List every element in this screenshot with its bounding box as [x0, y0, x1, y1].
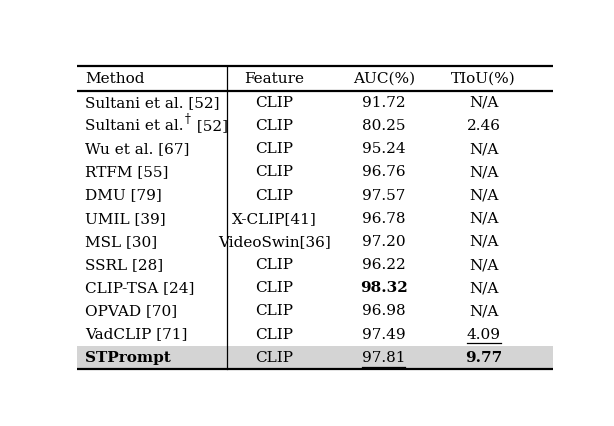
- Text: TIoU(%): TIoU(%): [451, 72, 516, 86]
- Text: CLIP: CLIP: [255, 305, 293, 318]
- Text: Sultani et al. [52]: Sultani et al. [52]: [85, 96, 220, 110]
- Text: 97.20: 97.20: [362, 235, 405, 249]
- Text: CLIP: CLIP: [255, 142, 293, 156]
- Text: Feature: Feature: [244, 72, 304, 86]
- Text: 98.32: 98.32: [360, 281, 408, 295]
- Text: Wu et al. [67]: Wu et al. [67]: [85, 142, 190, 156]
- Text: N/A: N/A: [469, 235, 499, 249]
- Text: N/A: N/A: [469, 165, 499, 179]
- Text: STPrompt: STPrompt: [85, 351, 171, 365]
- Text: VideoSwin[36]: VideoSwin[36]: [218, 235, 330, 249]
- Text: Method: Method: [85, 72, 145, 86]
- Text: MSL [30]: MSL [30]: [85, 235, 157, 249]
- Text: 4.09: 4.09: [467, 328, 500, 342]
- Text: 97.49: 97.49: [362, 328, 405, 342]
- Text: CLIP: CLIP: [255, 96, 293, 110]
- Text: CLIP: CLIP: [255, 258, 293, 272]
- Text: CLIP: CLIP: [255, 351, 293, 365]
- Text: DMU [79]: DMU [79]: [85, 189, 162, 203]
- Text: †: †: [185, 113, 190, 126]
- Text: Sultani et al.: Sultani et al.: [85, 119, 184, 133]
- Text: VadCLIP [71]: VadCLIP [71]: [85, 328, 188, 342]
- Text: CLIP: CLIP: [255, 281, 293, 295]
- Bar: [77, 346, 553, 369]
- Text: AUC(%): AUC(%): [352, 72, 414, 86]
- Text: N/A: N/A: [469, 258, 499, 272]
- Text: 96.76: 96.76: [362, 165, 405, 179]
- Text: CLIP: CLIP: [255, 119, 293, 133]
- Text: CLIP-TSA [24]: CLIP-TSA [24]: [85, 281, 195, 295]
- Text: N/A: N/A: [469, 305, 499, 318]
- Text: CLIP: CLIP: [255, 165, 293, 179]
- Text: 97.81: 97.81: [362, 351, 405, 365]
- Text: N/A: N/A: [469, 212, 499, 226]
- Text: CLIP: CLIP: [255, 189, 293, 203]
- Text: N/A: N/A: [469, 189, 499, 203]
- Text: 96.98: 96.98: [362, 305, 405, 318]
- Text: X-CLIP[41]: X-CLIP[41]: [232, 212, 317, 226]
- Text: N/A: N/A: [469, 96, 499, 110]
- Text: 97.57: 97.57: [362, 189, 405, 203]
- Text: 91.72: 91.72: [362, 96, 405, 110]
- Text: UMIL [39]: UMIL [39]: [85, 212, 166, 226]
- Text: †: †: [185, 113, 190, 126]
- Text: 95.24: 95.24: [362, 142, 405, 156]
- Text: 2.46: 2.46: [467, 119, 500, 133]
- Text: CLIP: CLIP: [255, 328, 293, 342]
- Text: 9.77: 9.77: [465, 351, 502, 365]
- Text: N/A: N/A: [469, 142, 499, 156]
- Text: 96.22: 96.22: [362, 258, 406, 272]
- Text: SSRL [28]: SSRL [28]: [85, 258, 163, 272]
- Text: OPVAD [70]: OPVAD [70]: [85, 305, 177, 318]
- Text: 4.09: 4.09: [467, 328, 500, 342]
- Text: [52]: [52]: [192, 119, 228, 133]
- Text: N/A: N/A: [469, 281, 499, 295]
- Text: 80.25: 80.25: [362, 119, 405, 133]
- Text: 97.81: 97.81: [362, 351, 405, 365]
- Text: RTFM [55]: RTFM [55]: [85, 165, 169, 179]
- Text: 96.78: 96.78: [362, 212, 405, 226]
